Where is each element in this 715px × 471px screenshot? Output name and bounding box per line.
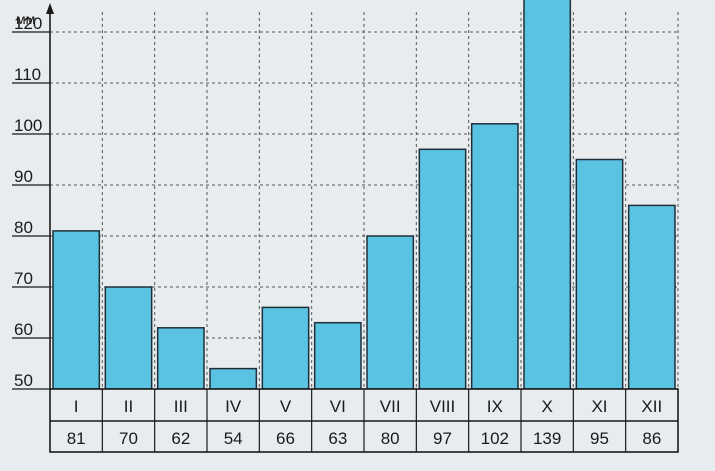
bar-IV bbox=[209, 367, 258, 390]
value-label: 139 bbox=[533, 429, 561, 448]
y-tick-label: 80 bbox=[14, 218, 33, 237]
bar-VII bbox=[366, 235, 415, 390]
bar-X bbox=[523, 0, 572, 390]
bar-layer bbox=[52, 0, 676, 390]
value-label: 70 bbox=[119, 429, 138, 448]
y-tick-label: 110 bbox=[14, 65, 41, 84]
x-category-label: III bbox=[174, 397, 188, 416]
x-category-label: I bbox=[74, 397, 79, 416]
value-label: 95 bbox=[590, 429, 609, 448]
y-axis-unit: мм bbox=[16, 11, 35, 27]
value-label: 54 bbox=[224, 429, 243, 448]
x-category-label: II bbox=[124, 397, 133, 416]
value-label: 80 bbox=[381, 429, 400, 448]
bar-V bbox=[261, 306, 310, 390]
bar-XII bbox=[627, 204, 676, 390]
y-tick-label: 50 bbox=[14, 371, 33, 390]
y-axis-arrow bbox=[46, 3, 54, 14]
value-label: 66 bbox=[276, 429, 295, 448]
x-category-label: V bbox=[280, 397, 292, 416]
x-category-label: XII bbox=[641, 397, 662, 416]
x-category-label: X bbox=[541, 397, 552, 416]
bar-I bbox=[52, 230, 101, 390]
y-tick-label: 100 bbox=[14, 116, 42, 135]
bar-XI bbox=[575, 158, 624, 390]
value-label: 102 bbox=[481, 429, 509, 448]
value-label: 63 bbox=[328, 429, 347, 448]
grid-layer bbox=[49, 12, 679, 389]
value-label: 81 bbox=[67, 429, 86, 448]
x-category-label: XI bbox=[591, 397, 607, 416]
x-category-label: VII bbox=[380, 397, 401, 416]
y-tick-label: 90 bbox=[14, 167, 33, 186]
x-category-label: VI bbox=[330, 397, 346, 416]
value-label: 86 bbox=[642, 429, 661, 448]
y-tick-label: 120 bbox=[14, 14, 42, 33]
bar-III bbox=[156, 327, 205, 390]
bar-VI bbox=[313, 321, 362, 390]
bar-VIII bbox=[418, 148, 467, 390]
bar-II bbox=[104, 286, 153, 390]
y-tick-label: 70 bbox=[14, 269, 33, 288]
x-category-label: IV bbox=[225, 397, 242, 416]
axis-layer: 5060708090100110120130 bbox=[12, 3, 54, 390]
x-category-label: IX bbox=[487, 397, 503, 416]
y-tick-label: 60 bbox=[14, 320, 33, 339]
bar-IX bbox=[470, 123, 519, 390]
x-category-label: VIII bbox=[430, 397, 456, 416]
value-table: I 81 II 70 III 62 IV 54 V 66 VI 63 VII 80 VIII 97 IX 102 X… bbox=[49, 388, 679, 453]
value-label: 97 bbox=[433, 429, 452, 448]
value-label: 62 bbox=[171, 429, 190, 448]
